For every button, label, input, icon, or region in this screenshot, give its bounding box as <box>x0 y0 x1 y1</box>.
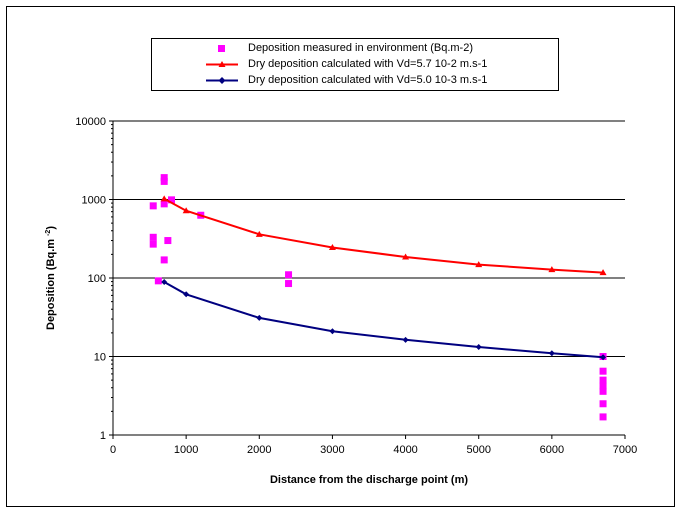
data-point <box>164 237 172 245</box>
legend-item-vd-low: Dry deposition calculated with Vd=5.0 10… <box>152 73 558 88</box>
legend-label-vd-high: Dry deposition calculated with Vd=5.7 10… <box>248 58 488 70</box>
axes <box>109 120 626 439</box>
y-tick-label: 1000 <box>82 195 106 207</box>
data-point <box>599 413 607 421</box>
legend-key-vd-low <box>206 77 238 84</box>
data-point <box>285 271 293 279</box>
legend-item-vd-high: Dry deposition calculated with Vd=5.7 10… <box>152 57 558 72</box>
x-tick-label: 6000 <box>540 444 564 456</box>
y-axis-title-close: ) <box>45 226 57 230</box>
series-1 <box>160 195 607 276</box>
y-axis-title-main: Deposition (Bq.m <box>45 236 57 330</box>
data-point <box>329 328 336 335</box>
data-point <box>599 382 607 390</box>
x-tick-label: 4000 <box>393 444 417 456</box>
legend-key-vd-high <box>206 61 238 67</box>
data-point <box>402 253 410 260</box>
data-point <box>256 314 263 321</box>
data-point <box>548 350 555 357</box>
x-tick-label: 2000 <box>247 444 271 456</box>
x-tick-label: 0 <box>110 444 116 456</box>
legend-label-vd-low: Dry deposition calculated with Vd=5.0 10… <box>248 74 488 86</box>
data-point <box>160 174 168 182</box>
data-point <box>149 240 157 248</box>
data-point <box>599 376 607 384</box>
series-line <box>163 197 604 274</box>
data-point <box>548 266 556 273</box>
series-2 <box>161 278 607 361</box>
square-marker-icon <box>218 45 225 52</box>
y-tick-label: 10000 <box>75 116 106 128</box>
data-point <box>154 277 162 285</box>
legend: Deposition measured in environment (Bq.m… <box>151 38 559 91</box>
x-axis-title: Distance from the discharge point (m) <box>270 474 468 486</box>
data-point <box>285 280 293 288</box>
data-point <box>328 243 336 250</box>
y-axis-title-superscript: -2 <box>45 230 52 236</box>
legend-item-measured: Deposition measured in environment (Bq.m… <box>152 41 558 56</box>
data-point <box>402 336 409 343</box>
y-tick-label: 1 <box>100 430 106 442</box>
data-point <box>160 195 168 202</box>
data-point <box>599 367 607 375</box>
tick-labels: 1 10 100 1000 10000 0 1000 2000 3000 4000 5000 6000… <box>75 116 637 456</box>
x-tick-label: 7000 <box>613 444 637 456</box>
data-point <box>168 196 176 204</box>
data-point <box>255 230 263 237</box>
legend-label-measured: Deposition measured in environment (Bq.m… <box>248 42 473 54</box>
data-point <box>600 354 607 361</box>
y-tick-label: 10 <box>94 352 106 364</box>
triangle-marker-icon <box>218 61 226 67</box>
x-tick-label: 3000 <box>320 444 344 456</box>
legend-key-measured <box>218 45 225 52</box>
data-point <box>161 278 168 285</box>
x-tick-label: 1000 <box>174 444 198 456</box>
y-tick-label: 100 <box>88 273 106 285</box>
data-point <box>183 291 190 298</box>
data-point <box>160 200 168 208</box>
data-point <box>475 261 483 268</box>
data-point <box>160 177 168 185</box>
data-point <box>160 256 168 264</box>
data-point <box>182 207 190 214</box>
gridlines <box>113 120 625 357</box>
data-point <box>599 400 607 408</box>
y-axis-title: Deposition (Bq.m -2) <box>45 226 57 330</box>
data-point <box>599 269 607 276</box>
series <box>149 174 607 421</box>
x-tick-label: 5000 <box>466 444 490 456</box>
data-point <box>599 387 607 395</box>
series-line <box>163 281 604 359</box>
data-point <box>149 233 157 241</box>
diamond-marker-icon <box>218 77 226 84</box>
data-point <box>475 344 482 351</box>
data-point <box>149 202 157 210</box>
